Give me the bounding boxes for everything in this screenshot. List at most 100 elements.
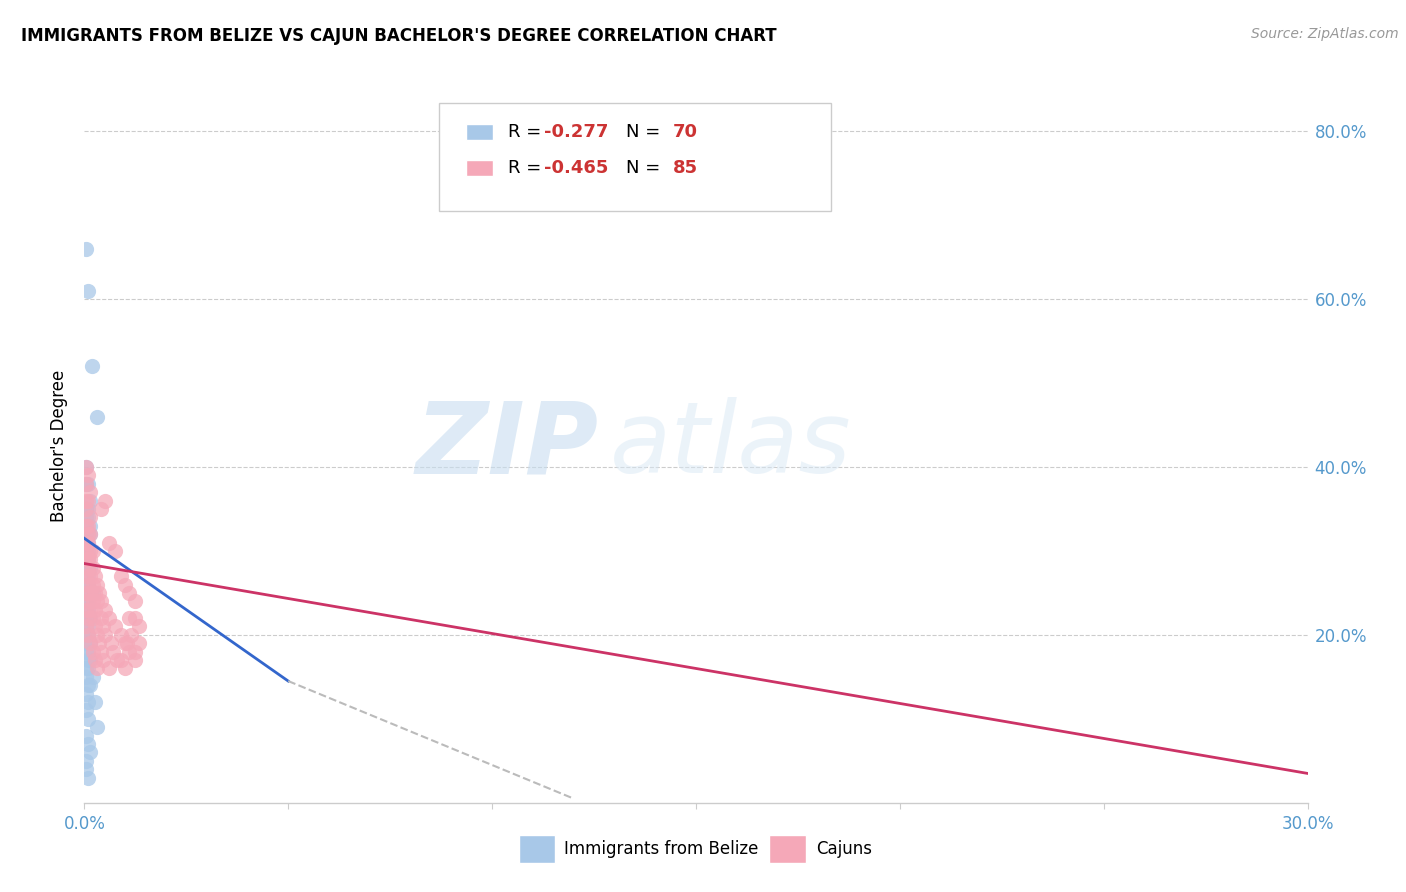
Text: R =: R = xyxy=(508,159,547,177)
Point xyxy=(79,560,101,574)
Point xyxy=(79,746,101,760)
Point xyxy=(79,603,101,617)
Text: -0.465: -0.465 xyxy=(544,159,609,177)
Point xyxy=(75,544,97,558)
Point xyxy=(79,493,101,508)
Point xyxy=(118,645,141,659)
Point xyxy=(75,502,97,516)
Point xyxy=(75,603,97,617)
Point xyxy=(79,678,101,692)
Point xyxy=(75,560,97,574)
Point xyxy=(90,594,112,608)
Y-axis label: Bachelor's Degree: Bachelor's Degree xyxy=(51,370,69,522)
Point xyxy=(114,636,136,650)
Point xyxy=(124,653,146,667)
Point xyxy=(75,502,97,516)
Point xyxy=(75,603,97,617)
Point xyxy=(100,636,122,650)
Point xyxy=(77,695,100,709)
Point xyxy=(77,619,100,633)
Point xyxy=(124,645,146,659)
Point xyxy=(120,628,142,642)
Point xyxy=(82,544,104,558)
Point xyxy=(79,527,101,541)
Point xyxy=(75,476,97,491)
Point xyxy=(86,720,108,734)
Point xyxy=(124,611,146,625)
Point xyxy=(79,586,101,600)
Text: 85: 85 xyxy=(672,159,697,177)
Point xyxy=(79,586,101,600)
Text: N =: N = xyxy=(603,159,666,177)
Point xyxy=(77,552,100,566)
Point xyxy=(82,594,104,608)
Point xyxy=(86,661,108,675)
Point xyxy=(79,544,101,558)
Point xyxy=(79,552,101,566)
Point xyxy=(83,653,105,667)
Point xyxy=(75,636,97,650)
Point xyxy=(83,695,105,709)
Point xyxy=(128,636,150,650)
Point xyxy=(75,552,97,566)
Point xyxy=(75,729,97,743)
Point xyxy=(105,653,128,667)
Point xyxy=(83,603,105,617)
Point xyxy=(77,645,100,659)
Point xyxy=(77,527,100,541)
Point xyxy=(77,628,100,642)
Point xyxy=(75,510,97,524)
Point xyxy=(77,577,100,591)
Point xyxy=(79,636,101,650)
Point xyxy=(75,594,97,608)
Point xyxy=(77,552,100,566)
Point xyxy=(75,670,97,684)
Point xyxy=(75,535,97,549)
Point xyxy=(77,476,100,491)
Point xyxy=(82,577,104,591)
Point xyxy=(77,628,100,642)
Point xyxy=(86,577,108,591)
Point xyxy=(118,611,141,625)
Point xyxy=(77,611,100,625)
Point xyxy=(90,645,112,659)
Text: Source: ZipAtlas.com: Source: ZipAtlas.com xyxy=(1251,27,1399,41)
Text: 70: 70 xyxy=(672,123,697,141)
Point xyxy=(91,619,114,633)
Point xyxy=(77,569,100,583)
Point xyxy=(110,653,132,667)
Point xyxy=(90,611,112,625)
Point xyxy=(77,737,100,751)
Point xyxy=(77,594,100,608)
FancyBboxPatch shape xyxy=(769,835,806,863)
Point xyxy=(97,661,120,675)
Point xyxy=(77,678,100,692)
Point xyxy=(75,518,97,533)
Point xyxy=(79,510,101,524)
Point xyxy=(77,712,100,726)
Point xyxy=(75,518,97,533)
Point xyxy=(75,544,97,558)
Point xyxy=(79,653,101,667)
Point xyxy=(82,586,104,600)
Point xyxy=(77,771,100,785)
Point xyxy=(75,611,97,625)
Point xyxy=(90,502,112,516)
Point xyxy=(75,527,97,541)
Point xyxy=(86,628,108,642)
Point xyxy=(86,594,108,608)
Point xyxy=(77,502,100,516)
Point xyxy=(77,577,100,591)
Point xyxy=(75,762,97,776)
Point xyxy=(75,493,97,508)
Point xyxy=(75,687,97,701)
Point xyxy=(75,577,97,591)
Point xyxy=(75,661,97,675)
Point xyxy=(75,754,97,768)
Text: Immigrants from Belize: Immigrants from Belize xyxy=(564,840,758,858)
Point xyxy=(79,636,101,650)
Point xyxy=(77,535,100,549)
FancyBboxPatch shape xyxy=(465,160,494,176)
FancyBboxPatch shape xyxy=(439,103,831,211)
Point xyxy=(75,645,97,659)
